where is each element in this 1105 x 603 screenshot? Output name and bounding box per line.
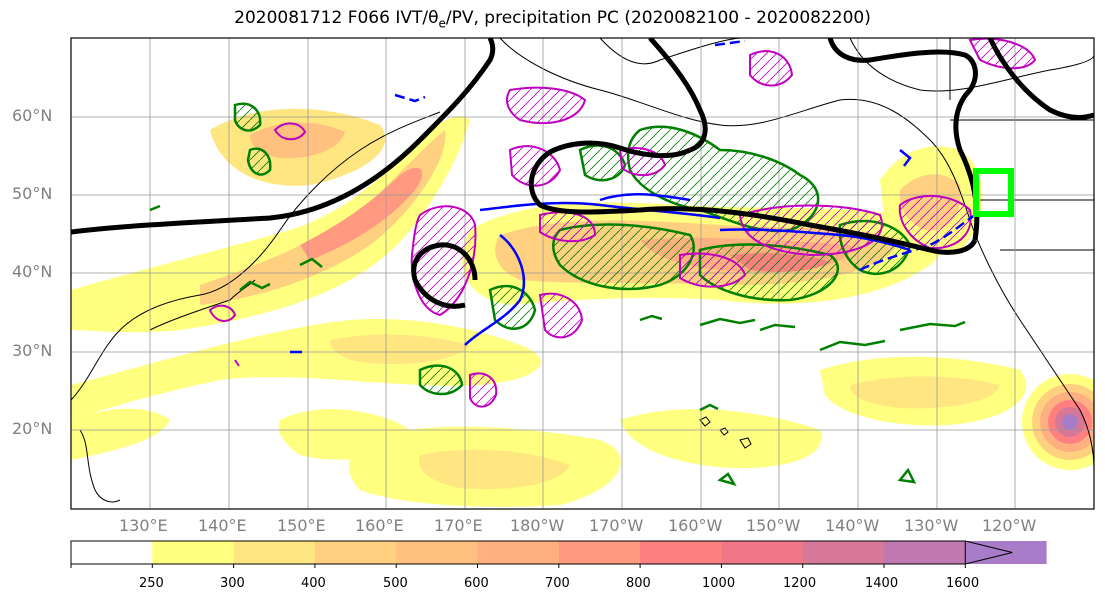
colorbar-frame (70, 540, 966, 565)
coastlines (71, 38, 1094, 503)
colorbar-tick: 700 (545, 576, 570, 591)
lat-label-40: 40°N (12, 262, 53, 281)
colorbar-tick: 1000 (702, 576, 736, 591)
colorbar-segment (71, 541, 153, 564)
theta-e-contours (290, 39, 976, 354)
colorbar-tick: 400 (301, 576, 326, 591)
lon-label-180w: 180°W (510, 516, 565, 535)
pv-contour (71, 38, 1094, 309)
lon-label-160w: 160°W (668, 516, 723, 535)
pc-negative-contours (410, 38, 1037, 408)
lon-label-170e: 170°E (434, 516, 483, 535)
colorbar-tick: 300 (220, 576, 245, 591)
map-title: 2020081712 F066 IVT/θe/PV, precipitation… (234, 8, 871, 31)
colorbar-segment (884, 541, 966, 564)
colorbar-extend-arrow (964, 540, 1013, 565)
colorbar-segment (477, 541, 560, 564)
lat-label-60: 60°N (12, 106, 53, 125)
colorbar (70, 540, 1047, 568)
colorbar-segment (558, 541, 641, 564)
colorbar-tick: 600 (464, 576, 489, 591)
colorbar-tick: 250 (139, 576, 164, 591)
colorbar-segment (152, 541, 235, 564)
map-canvas (71, 38, 1094, 509)
lon-label-150e: 150°E (277, 516, 326, 535)
lon-label-120w: 120°W (982, 516, 1037, 535)
lat-label-30: 30°N (12, 341, 53, 360)
colorbar-tick: 1200 (783, 576, 817, 591)
lon-label-160e: 160°E (355, 516, 404, 535)
lon-label-130w: 130°W (904, 516, 959, 535)
lon-label-130e: 130°E (119, 516, 168, 535)
lon-label-150w: 150°W (746, 516, 801, 535)
colorbar-tick: 1600 (946, 576, 980, 591)
lat-label-20: 20°N (12, 419, 53, 438)
colorbar-tick: 500 (383, 576, 408, 591)
colorbar-segment (802, 541, 885, 564)
colorbar-segment (640, 541, 722, 564)
colorbar-segment (396, 541, 478, 564)
lon-label-140w: 140°W (825, 516, 880, 535)
map-frame (70, 37, 1095, 510)
colorbar-tick: 1400 (865, 576, 899, 591)
pc-positive-lines (149, 204, 966, 487)
colorbar-segment (233, 541, 316, 564)
colorbar-tick: 800 (626, 576, 651, 591)
lat-label-50: 50°N (12, 184, 53, 203)
lon-label-170w: 170°W (589, 516, 644, 535)
colorbar-segment (721, 541, 804, 564)
pc-negative-lines (208, 122, 307, 367)
lon-label-140e: 140°E (198, 516, 247, 535)
colorbar-segment (314, 541, 397, 564)
highlight-box (973, 168, 1014, 217)
